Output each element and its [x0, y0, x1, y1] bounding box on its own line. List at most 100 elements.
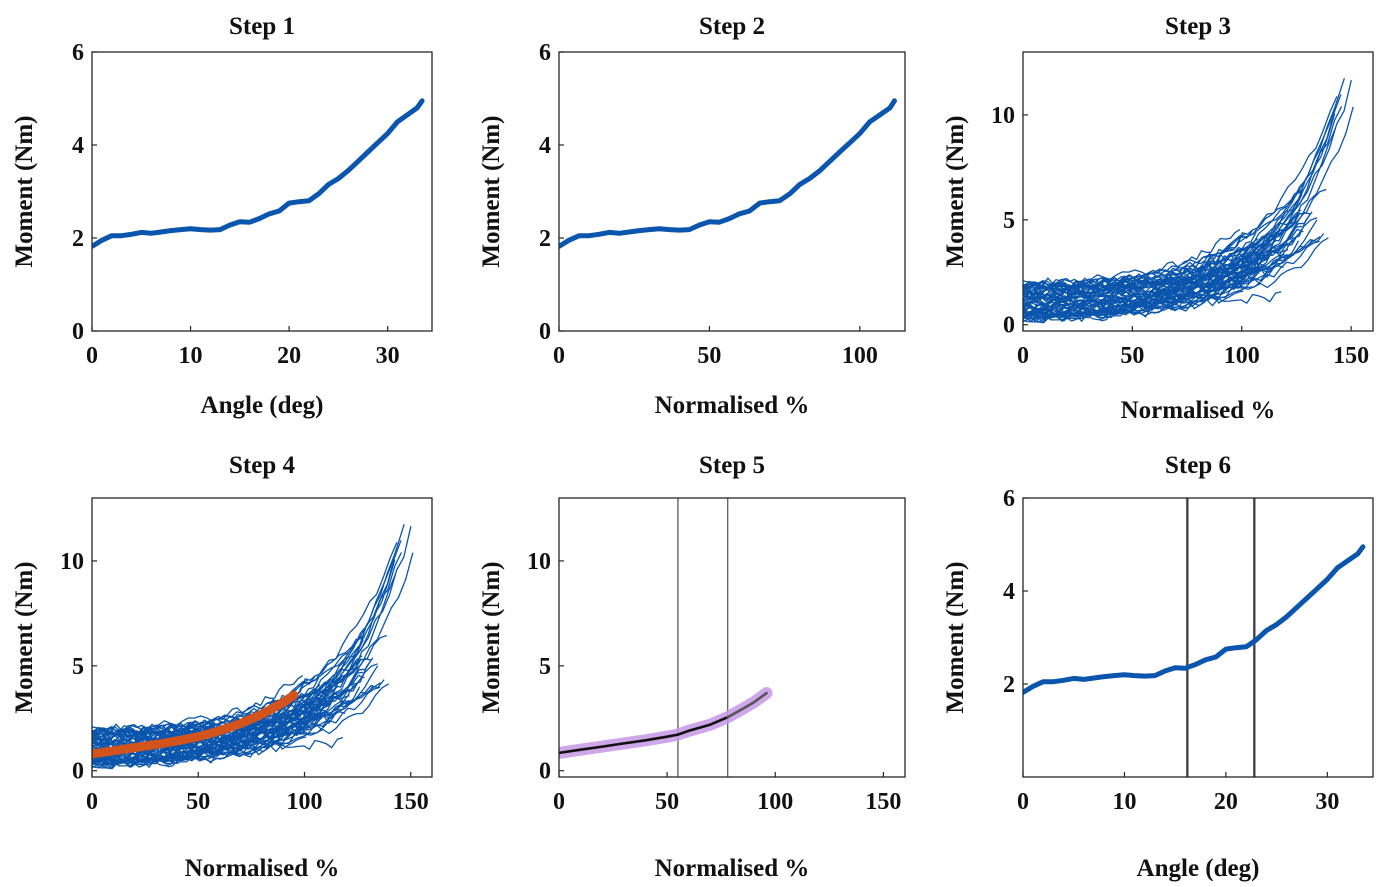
y-axis-label: Moment (Nm) — [478, 561, 505, 713]
trial-line — [1023, 278, 1261, 295]
axes-frame — [91, 497, 433, 778]
y-tick-label: 0 — [72, 319, 84, 345]
trial-line — [92, 686, 338, 756]
y-axis-label: Moment (Nm) — [478, 115, 505, 267]
x-tick-label: 100 — [757, 789, 793, 815]
y-tick-label: 6 — [72, 40, 84, 66]
x-axis-label: Normalised % — [185, 855, 340, 882]
x-axis-label: Normalised % — [655, 855, 810, 882]
trial-line — [92, 665, 379, 765]
axes-frame — [91, 51, 433, 332]
x-tick-label: 0 — [86, 789, 98, 815]
x-tick-label: 100 — [287, 789, 323, 815]
trial-line — [1023, 240, 1300, 318]
series-line — [559, 98, 897, 249]
panel-step6: 0 10 20 30 2 4 6 Step 6 Angle (deg) Moment (Nm) — [942, 452, 1374, 882]
trial-line — [1023, 240, 1277, 310]
trial-line — [1023, 228, 1304, 296]
trial-line — [92, 552, 414, 768]
y-tick-label: 10 — [991, 103, 1015, 129]
x-tick-label: 0 — [86, 343, 98, 369]
series-line-mean — [92, 690, 299, 759]
axes-frame — [558, 497, 906, 778]
y-axis-label: Moment (Nm) — [942, 115, 969, 267]
y-tick-label: 5 — [539, 654, 551, 680]
x-tick-label: 30 — [1315, 789, 1339, 815]
series-line — [92, 98, 425, 249]
trial-line — [1023, 245, 1256, 290]
x-tick-label: 10 — [1112, 789, 1136, 815]
confidence-band — [559, 687, 773, 759]
y-axis-label: Moment (Nm) — [942, 561, 969, 713]
x-axis-label: Normalised % — [655, 392, 810, 419]
trial-line — [92, 555, 395, 769]
plot-area — [1023, 77, 1354, 324]
y-tick-label: 2 — [72, 226, 84, 252]
y-axis-label: Moment (Nm) — [11, 561, 38, 713]
trial-line — [1023, 219, 1318, 319]
y-tick-label: 5 — [1003, 208, 1015, 234]
chart-title: Step 3 — [1165, 13, 1231, 40]
y-tick-label: 0 — [539, 319, 551, 345]
axes-frame — [1022, 497, 1374, 778]
plot-area — [1023, 498, 1366, 777]
plot-area — [92, 524, 414, 770]
y-tick-label: 0 — [539, 759, 551, 785]
panel-step1: 0 10 20 30 0 2 4 6 Step 1 Angle (deg) Moment (Nm) — [11, 13, 433, 419]
trial-line — [1023, 233, 1299, 295]
x-tick-label: 0 — [1017, 343, 1029, 369]
chart-title: Step 2 — [699, 13, 765, 40]
trial-line — [1023, 212, 1301, 302]
series-line — [1023, 544, 1366, 695]
y-tick-label: 6 — [1003, 486, 1015, 512]
y-tick-label: 10 — [60, 549, 84, 575]
x-tick-label: 150 — [865, 789, 901, 815]
chart-title: Step 4 — [229, 452, 295, 479]
x-tick-label: 50 — [697, 343, 721, 369]
series-line-fit-tail — [726, 691, 768, 719]
panel-step2: 0 50 100 0 2 4 6 Step 2 Normalised % Moment (Nm) — [478, 13, 906, 419]
x-tick-label: 50 — [186, 789, 210, 815]
x-tick-label: 150 — [1333, 343, 1369, 369]
x-tick-label: 20 — [277, 343, 301, 369]
x-tick-label: 0 — [1017, 789, 1029, 815]
trial-line — [1023, 191, 1301, 291]
x-tick-label: 20 — [1214, 789, 1238, 815]
chart-title: Step 5 — [699, 452, 765, 479]
x-tick-label: 100 — [842, 343, 878, 369]
trial-line — [92, 540, 402, 768]
x-axis-label: Angle (deg) — [201, 392, 324, 419]
axes-frame — [558, 51, 906, 332]
x-tick-label: 0 — [553, 343, 565, 369]
x-tick-label: 50 — [655, 789, 679, 815]
plot-area — [92, 98, 425, 249]
plot-area — [559, 498, 773, 777]
x-tick-label: 100 — [1224, 343, 1260, 369]
series-line-fit — [559, 715, 729, 755]
axes-frame — [1022, 51, 1374, 332]
y-tick-label: 4 — [1003, 579, 1015, 605]
x-tick-label: 50 — [1120, 343, 1144, 369]
x-axis-label: Angle (deg) — [1137, 855, 1260, 882]
trial-line — [1023, 109, 1335, 323]
y-tick-label: 10 — [527, 549, 551, 575]
y-axis-label: Moment (Nm) — [11, 115, 38, 267]
x-axis-label: Normalised % — [1121, 397, 1276, 424]
x-tick-label: 150 — [393, 789, 429, 815]
y-tick-label: 0 — [1003, 313, 1015, 339]
trial-line — [92, 686, 361, 764]
x-tick-label: 10 — [179, 343, 203, 369]
trial-line — [1023, 94, 1342, 322]
y-tick-label: 4 — [539, 133, 551, 159]
y-tick-label: 2 — [539, 226, 551, 252]
trial-line — [1023, 290, 1282, 310]
chart-title: Step 6 — [1165, 452, 1231, 479]
chart-title: Step 1 — [229, 13, 295, 40]
y-tick-label: 6 — [539, 40, 551, 66]
x-tick-label: 30 — [376, 343, 400, 369]
y-tick-label: 4 — [72, 133, 84, 159]
panel-step5: 0 50 100 150 0 5 10 Step 5 Normalised % Moment (N… — [478, 452, 906, 882]
panel-step3: 0 50 100 150 0 5 10 Step 3 Normalised % Moment (N… — [942, 13, 1374, 424]
panel-step4: 0 50 100 150 0 5 10 Step 4 Normalised % Moment (N… — [11, 452, 433, 882]
